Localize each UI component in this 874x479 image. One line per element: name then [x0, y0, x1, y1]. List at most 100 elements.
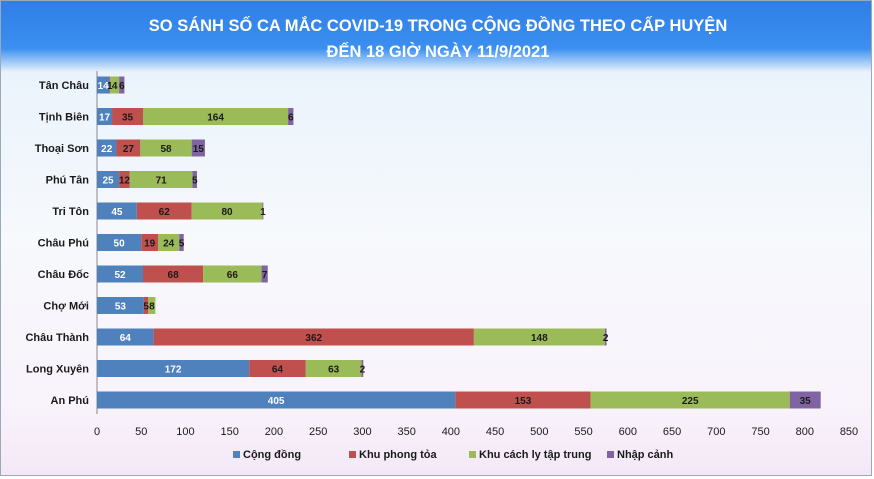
bar-segment	[97, 171, 120, 188]
bar-segment	[116, 139, 141, 157]
data-label: 22	[101, 144, 113, 155]
bar-segment	[97, 234, 142, 251]
data-label: 19	[144, 239, 156, 250]
data-label: 25	[102, 176, 114, 187]
category-label: An Phú	[51, 395, 90, 407]
data-label: 62	[159, 207, 171, 218]
bar-segment	[789, 391, 821, 409]
bar-segment	[97, 328, 154, 346]
x-tick-label: 800	[796, 426, 814, 438]
bar-segment	[191, 202, 263, 220]
x-tick-label: 400	[442, 426, 460, 438]
category-label: Tân Châu	[39, 80, 89, 92]
bar-segment	[249, 360, 306, 377]
legend-swatch	[469, 451, 476, 458]
bar-segment	[473, 328, 605, 346]
data-label: 225	[682, 396, 699, 407]
x-tick-label: 700	[707, 426, 725, 438]
bar-segment	[119, 76, 125, 94]
x-tick-label: 550	[574, 426, 592, 438]
data-label: 153	[515, 396, 532, 407]
data-label: 4	[112, 81, 118, 92]
data-label: 2	[360, 365, 366, 376]
bar-segment	[143, 265, 204, 283]
category-label: Chợ Mới	[43, 301, 89, 313]
legend-label: Nhập cảnh	[617, 449, 674, 461]
category-labels: Tân Châu Tịnh Biên Thoại Sơn Phú Tân Tri Tôn…	[25, 80, 89, 407]
x-tick-label: 500	[530, 426, 548, 438]
x-tick-label: 150	[221, 426, 239, 438]
data-label: 45	[111, 207, 123, 218]
data-label: 68	[168, 270, 180, 281]
bar-segment	[179, 234, 184, 251]
category-label: Tri Tôn	[52, 206, 89, 218]
category-label: Long Xuyên	[26, 364, 89, 376]
data-label: 164	[207, 113, 224, 124]
legend-label: Khu phong tỏa	[359, 449, 437, 461]
bar-segment	[97, 108, 113, 125]
x-tick-label: 250	[309, 426, 327, 438]
data-label: 5	[192, 176, 198, 187]
x-tick-label: 0	[94, 426, 100, 438]
bar-segment	[109, 76, 111, 94]
data-label: 172	[165, 365, 182, 376]
data-label: 63	[328, 365, 340, 376]
bar-series-group	[97, 76, 821, 409]
x-tick-label: 350	[397, 426, 415, 438]
data-label: 64	[272, 365, 284, 376]
legend-swatch	[233, 451, 240, 458]
data-label: 8	[149, 302, 155, 313]
x-tick-label: 100	[176, 426, 194, 438]
data-label: 64	[120, 333, 132, 344]
bar-segment	[97, 265, 144, 283]
bar-segment	[153, 328, 474, 346]
data-label: 15	[193, 144, 205, 155]
x-tick-label: 200	[265, 426, 283, 438]
data-label: 50	[114, 239, 126, 250]
category-label: Châu Đốc	[38, 269, 89, 281]
bar-segment	[97, 391, 456, 409]
data-label: 405	[268, 396, 285, 407]
bar-segment	[305, 360, 362, 377]
bar-segment	[203, 265, 262, 283]
x-tick-label: 50	[135, 426, 147, 438]
bar-segment	[119, 171, 130, 188]
bar-segment	[288, 108, 294, 125]
data-label: 5	[143, 302, 149, 313]
data-label: 6	[119, 81, 125, 92]
data-label: 17	[99, 113, 111, 124]
bar-segment	[262, 202, 264, 220]
category-label: Thoại Sơn	[35, 143, 90, 155]
x-tick-label: 850	[840, 426, 858, 438]
data-label: 12	[119, 176, 131, 187]
bar-segment	[455, 391, 591, 409]
bar-segment	[110, 76, 120, 94]
data-label: 2	[603, 333, 609, 344]
bar-segment	[97, 297, 144, 314]
bar-segment	[148, 297, 156, 314]
bar-segment	[97, 139, 117, 157]
bar-segment	[136, 202, 192, 220]
x-tick-label: 450	[486, 426, 504, 438]
data-label: 71	[156, 176, 168, 187]
bar-segment	[191, 139, 205, 157]
bar-segment	[97, 360, 250, 377]
x-tick-label: 600	[619, 426, 637, 438]
chart-subtitle: ĐẾN 18 GIỜ NGÀY 11/9/2021	[327, 42, 550, 61]
bar-segment	[112, 108, 144, 125]
category-label: Châu Thành	[25, 332, 89, 344]
data-label: 35	[800, 396, 812, 407]
data-label: 52	[114, 270, 126, 281]
bar-segment	[97, 202, 137, 220]
data-label: 1	[260, 207, 266, 218]
legend: Cộng đồng Khu phong tỏa Khu cách ly tập tr…	[233, 449, 674, 461]
legend-swatch	[607, 451, 614, 458]
data-label: 53	[115, 302, 127, 313]
legend-swatch	[349, 451, 356, 458]
data-label: 5	[179, 239, 185, 250]
data-label: 362	[305, 333, 322, 344]
x-tick-label: 300	[353, 426, 371, 438]
x-axis-ticks: 0 50 100 150 200 250 300 350 400 450 500 550 600 650 7…	[94, 426, 858, 438]
bar-segment	[192, 171, 197, 188]
